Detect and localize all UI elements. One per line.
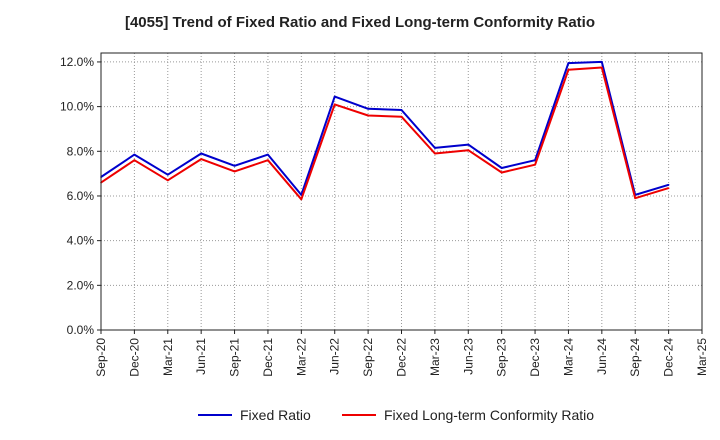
legend-item-fixed-long-term-conformity-ratio: Fixed Long-term Conformity Ratio	[342, 404, 594, 426]
x-tick-label: Sep-22	[361, 338, 375, 377]
series-line-fixed-long-term-conformity-ratio	[100, 66, 669, 201]
data-point	[267, 159, 269, 162]
chart-title: [4055] Trend of Fixed Ratio and Fixed Lo…	[124, 14, 596, 31]
grid-layer	[101, 53, 702, 330]
y-tick-label: 6.0%	[67, 189, 95, 203]
legend-swatch-fixed-long-term-conformity-ratio	[342, 414, 376, 416]
data-point	[467, 149, 470, 151]
series-layer	[100, 60, 670, 201]
data-point	[667, 187, 670, 189]
data-point	[367, 108, 369, 110]
x-tick-label: Dec-21	[261, 338, 275, 377]
data-point	[166, 179, 169, 182]
data-point	[534, 163, 536, 166]
data-point	[333, 95, 336, 98]
data-point	[567, 62, 570, 64]
x-tick-label: Mar-23	[428, 338, 442, 376]
data-point	[200, 152, 202, 155]
data-point	[166, 173, 169, 176]
data-point	[300, 198, 303, 201]
data-point	[601, 61, 603, 63]
data-point	[400, 115, 403, 118]
x-tick-label: Mar-22	[294, 338, 308, 376]
x-tick-label: Sep-24	[628, 338, 642, 377]
data-point	[400, 109, 403, 111]
legend-item-fixed-ratio: Fixed Ratio	[198, 404, 311, 426]
y-tick-label: 0.0%	[67, 323, 95, 337]
data-point	[434, 147, 436, 149]
y-tick-label: 10.0%	[60, 100, 94, 114]
data-point	[200, 158, 202, 160]
x-tick-label: Mar-21	[161, 338, 175, 376]
x-tick-label: Jun-21	[194, 338, 208, 375]
x-tick-label: Jun-24	[595, 338, 609, 375]
x-axis-ticks: Sep-20 Dec-20 Mar-21 Jun-21 Sep-21 Dec-21 Mar-…	[94, 330, 709, 377]
data-point	[500, 171, 503, 174]
data-point	[367, 114, 369, 117]
x-tick-label: Dec-24	[662, 338, 676, 377]
data-point	[601, 66, 603, 69]
data-point	[467, 143, 470, 146]
data-point	[267, 153, 269, 156]
x-tick-label: Jun-23	[461, 338, 475, 375]
data-point	[233, 170, 236, 173]
legend-label-fixed-ratio: Fixed Ratio	[240, 407, 311, 423]
x-tick-label: Sep-20	[94, 338, 108, 377]
data-point	[133, 153, 136, 156]
data-point	[567, 68, 570, 71]
legend: Fixed Ratio Fixed Long-term Conformity R…	[0, 404, 720, 426]
x-tick-label: Dec-20	[127, 338, 141, 377]
y-axis-ticks: 0.0% 2.0% 4.0% 6.0% 8.0% 10.0% 12.0%	[60, 55, 101, 337]
data-point	[333, 103, 336, 106]
data-point	[534, 159, 536, 162]
data-point	[133, 159, 136, 162]
x-tick-label: Mar-25	[695, 338, 709, 376]
series-line-fixed-ratio	[100, 60, 669, 196]
x-tick-label: Jun-22	[328, 338, 342, 375]
y-tick-label: 8.0%	[67, 144, 95, 158]
x-tick-label: Sep-21	[228, 338, 242, 377]
x-tick-label: Dec-23	[528, 338, 542, 377]
data-point	[500, 167, 503, 169]
data-point	[667, 183, 670, 186]
y-tick-label: 2.0%	[67, 278, 95, 292]
data-point	[434, 152, 436, 155]
y-tick-label: 12.0%	[60, 55, 94, 69]
x-tick-label: Sep-23	[495, 338, 509, 377]
x-tick-label: Dec-22	[395, 338, 409, 377]
legend-swatch-fixed-ratio	[198, 414, 232, 416]
y-tick-label: 4.0%	[67, 234, 95, 248]
data-point	[233, 165, 236, 167]
legend-label-fixed-long-term-conformity-ratio: Fixed Long-term Conformity Ratio	[384, 407, 595, 423]
data-point	[634, 197, 637, 200]
x-tick-label: Mar-24	[561, 338, 575, 376]
